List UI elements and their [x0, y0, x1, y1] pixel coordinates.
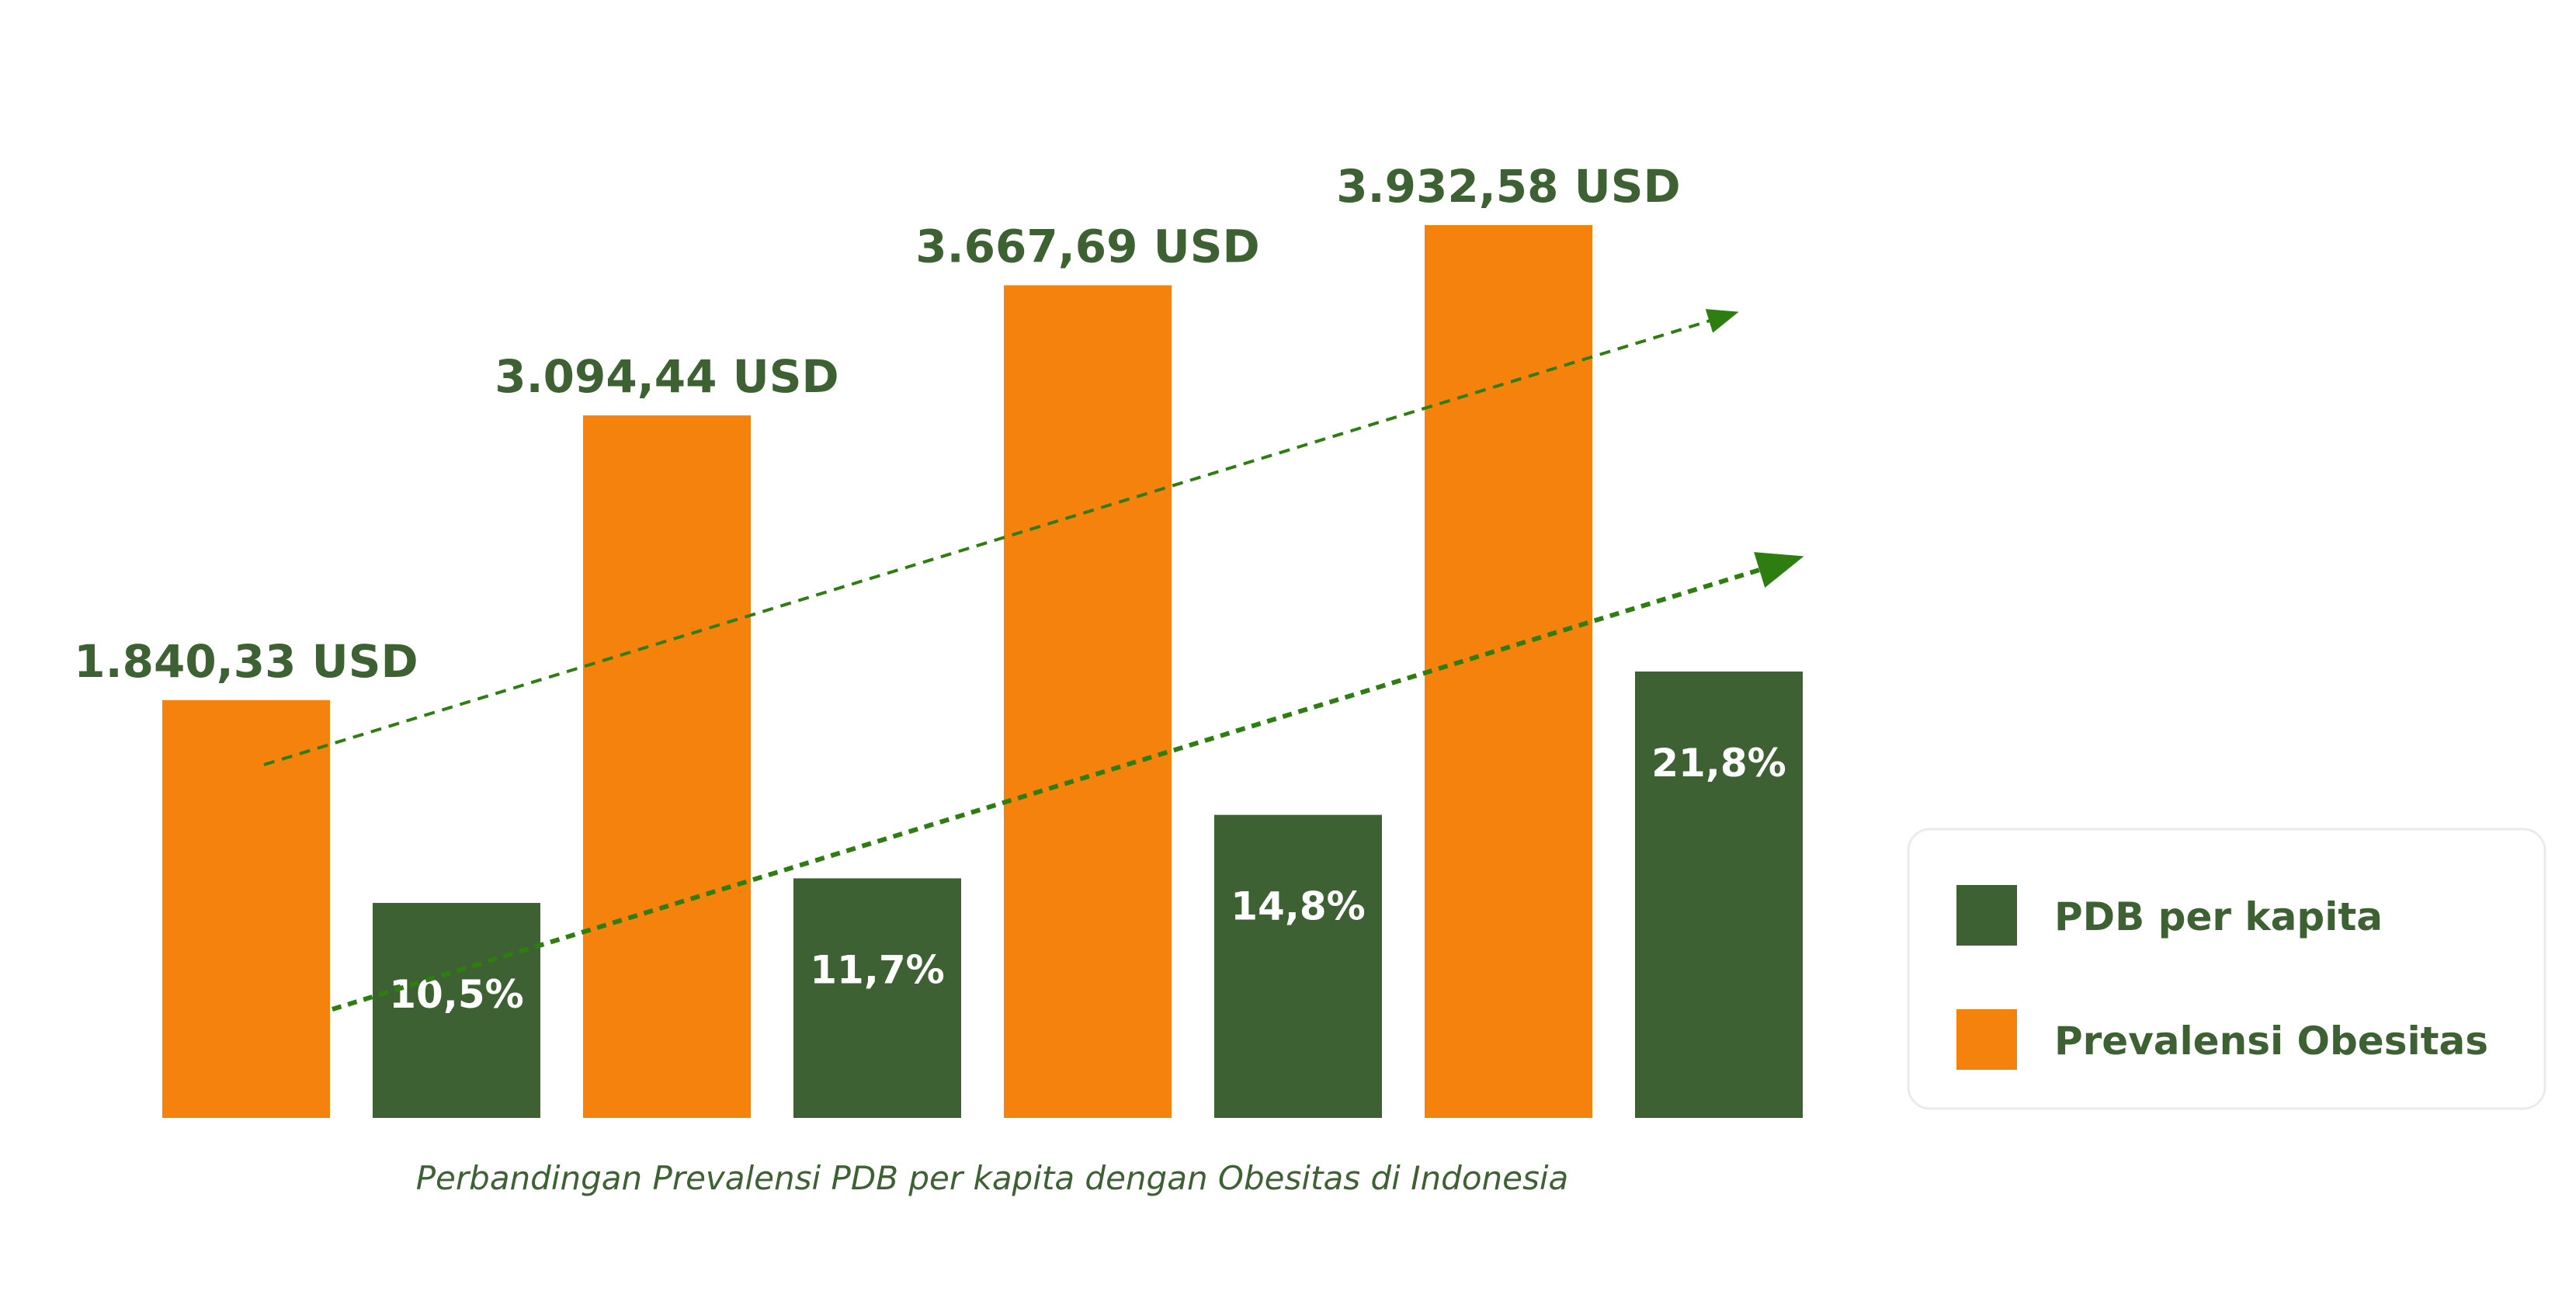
label-obesitas-2: 3.667,69 USD	[915, 220, 1259, 272]
legend-label-pdb: PDB per kapita	[2054, 894, 2383, 939]
label-pdb-2: 14,8%	[1231, 884, 1365, 929]
legend-label-obesitas: Prevalensi Obesitas	[2054, 1019, 2488, 1064]
bar-obesitas-3	[1425, 225, 1592, 1118]
legend-swatch-pdb	[1956, 885, 2017, 946]
bar-obesitas-1	[583, 415, 751, 1118]
label-obesitas-0: 1.840,33 USD	[74, 635, 418, 688]
legend: PDB per kapita Prevalensi Obesitas	[1907, 828, 2546, 1110]
label-obesitas-1: 3.094,44 USD	[495, 350, 838, 403]
legend-swatch-obesitas	[1956, 1009, 2017, 1070]
trend-arrow-obesitas	[263, 309, 1739, 766]
bar-obesitas-2	[1004, 285, 1172, 1119]
legend-box	[1907, 828, 2546, 1110]
trend-arrow-pdb	[332, 552, 1804, 1012]
bar-obesitas-0	[162, 699, 330, 1118]
trend-lines	[263, 309, 1804, 1012]
value-labels: 1.840,33 USD 3.094,44 USD 3.667,69 USD 3.93…	[74, 160, 1786, 1017]
label-pdb-3: 21,8%	[1651, 741, 1786, 786]
chart-caption: Perbandingan Prevalensi PDB per kapita d…	[416, 1159, 1569, 1197]
bar-pdb-0	[373, 903, 540, 1118]
series-prevalensi-obesitas	[162, 225, 1592, 1119]
label-pdb-0: 10,5%	[389, 972, 523, 1017]
bar-pdb-3	[1635, 672, 1803, 1118]
bar-pdb-2	[1214, 814, 1382, 1118]
bar-pdb-1	[793, 878, 961, 1118]
label-obesitas-3: 3.932,58 USD	[1336, 160, 1680, 213]
label-pdb-1: 11,7%	[810, 947, 944, 992]
series-pdb-per-kapita	[373, 672, 1803, 1118]
